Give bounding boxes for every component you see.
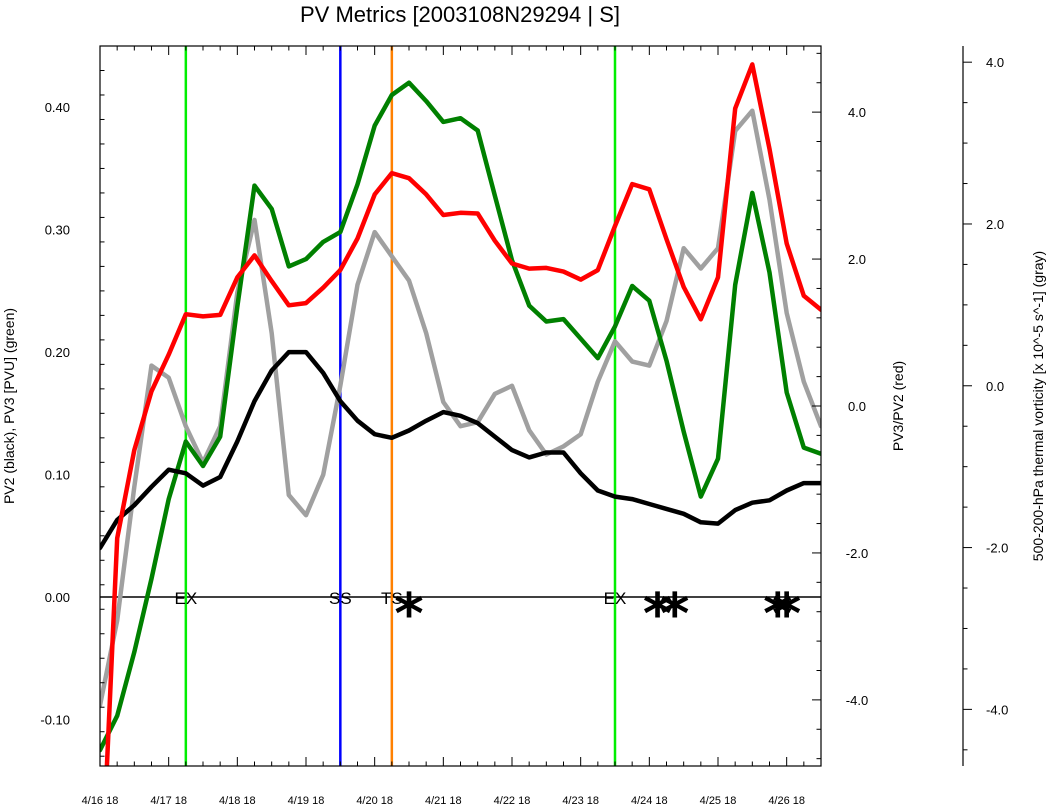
chart-title: PV Metrics [2003108N29294 | S] [300, 2, 620, 27]
plot-clip-group [100, 46, 821, 766]
x-tick-label: 4/20 18 [356, 795, 393, 805]
y-right-tick-label: 2.0 [848, 252, 866, 267]
y-left-tick-label: 0.20 [45, 345, 70, 360]
axes: 4/16 18 4/17 18 4/18 18 4/19 18 4/20 18 4/21 … [40, 45, 1008, 805]
x-tick-label: 4/21 18 [425, 795, 462, 805]
y-left-tick-label: 0.00 [45, 590, 70, 605]
x-tick-label: 4/23 18 [562, 795, 599, 805]
star-marker-5: * [772, 582, 801, 647]
outer-tick-label: 0.0 [986, 379, 1004, 394]
outer-tick-label: 4.0 [986, 55, 1004, 70]
right-axis-title: PV3/PV2 (red) [890, 361, 906, 451]
x-tick-label: 4/19 18 [288, 795, 325, 805]
series-pv2 [100, 349, 821, 551]
series-thermal-vorticity [100, 108, 821, 708]
y-right-tick-label: 0.0 [848, 399, 866, 414]
y-right-tick-label: 4.0 [848, 105, 866, 120]
x-tick-label: 4/26 18 [768, 795, 805, 805]
plot-area: EX SS TS EX* ** ** [100, 46, 821, 766]
star-marker-4: * [763, 582, 792, 647]
y-left-tick-label: 0.30 [45, 223, 70, 238]
star-marker-1: * [394, 582, 423, 647]
outer-tick-label: 2.0 [986, 217, 1004, 232]
event-label-4: EX [604, 589, 627, 608]
x-tick-label: 4/25 18 [700, 795, 737, 805]
outer-tick-label: -4.0 [986, 702, 1008, 717]
series-line-thermal-vorticity [100, 108, 821, 708]
y-left-tick-label: 0.40 [45, 100, 70, 115]
series-pv3-pv2 [104, 62, 821, 766]
y-left-tick-label: -0.10 [40, 712, 70, 727]
outer-axis-title: 500-200-hPa thermal vorticity [x 10^-5 s… [1030, 251, 1046, 561]
x-tick-label: 4/22 18 [494, 795, 531, 805]
y-right-tick-label: -2.0 [846, 546, 868, 561]
x-tick-label: 4/18 18 [219, 795, 256, 805]
event-label-2: SS [329, 589, 352, 608]
x-tick-label: 4/24 18 [631, 795, 668, 805]
x-tick-label: 4/17 18 [150, 795, 187, 805]
left-axis-title: PV2 (black), PV3 [PVU] (green) [1, 308, 17, 504]
y-left-tick-label: 0.10 [45, 468, 70, 483]
star-marker-2: * [643, 582, 672, 647]
x-tick-label: 4/16 18 [82, 795, 119, 805]
event-label-1: EX [174, 589, 197, 608]
plot-frame [99, 45, 822, 767]
event-label-3: TS [381, 589, 403, 608]
outer-tick-label: -2.0 [986, 541, 1008, 556]
y-right-tick-label: -4.0 [846, 693, 868, 708]
star-marker-3: * [660, 582, 689, 647]
